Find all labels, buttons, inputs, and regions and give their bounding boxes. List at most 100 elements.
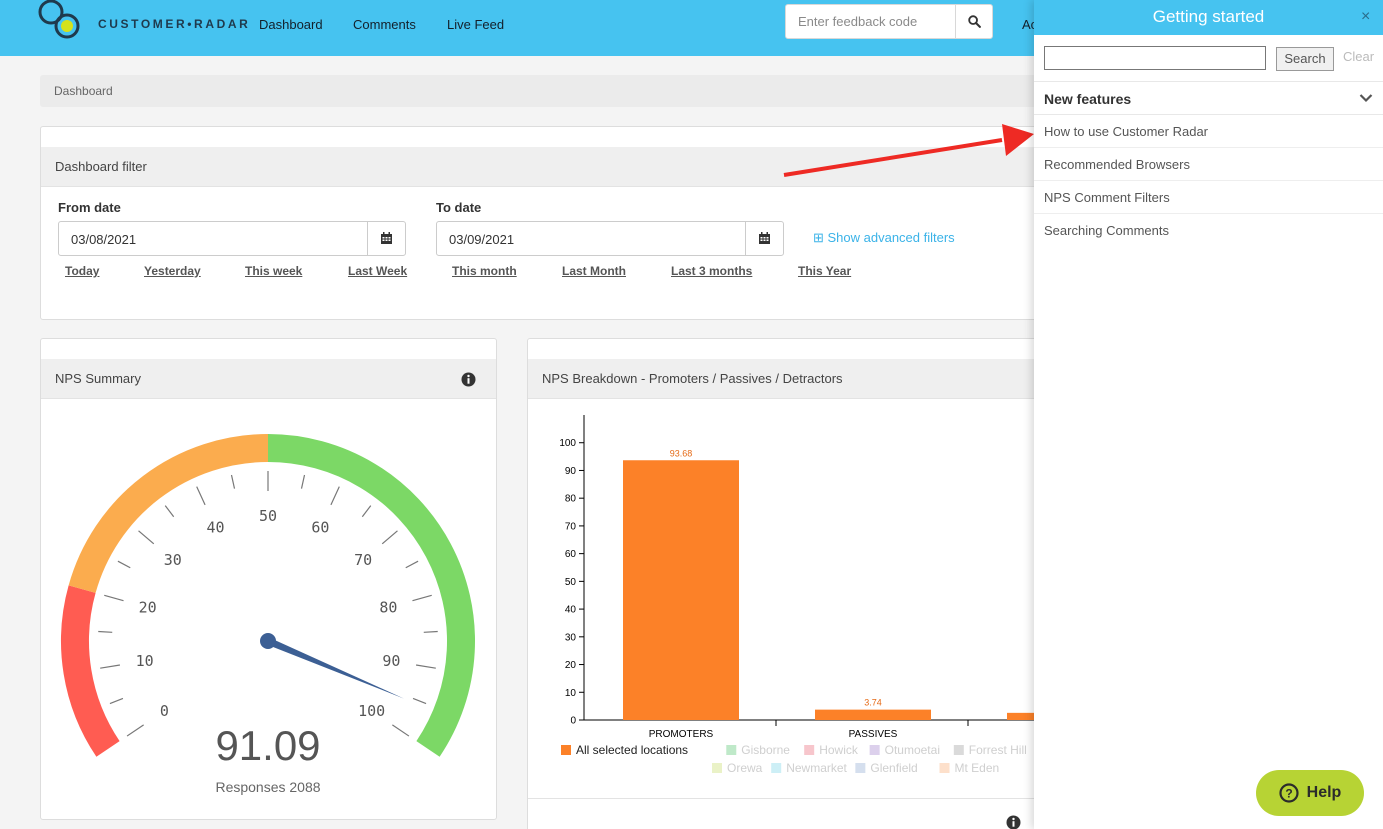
- legend-label: Glenfield: [870, 761, 917, 775]
- legend-label: Howick: [819, 743, 859, 757]
- gauge-tick: [164, 505, 175, 518]
- side-item-label: How to use Customer Radar: [1044, 124, 1209, 139]
- gauge-tick-label: 60: [311, 519, 329, 537]
- legend-swatch: [953, 745, 964, 755]
- gauge-tick-label: 70: [354, 551, 372, 569]
- y-tick-label: 70: [565, 521, 577, 532]
- panel-divider: [528, 798, 1046, 799]
- nps-breakdown-title: NPS Breakdown - Promoters / Passives / D…: [542, 371, 843, 386]
- y-tick-label: 80: [565, 494, 577, 505]
- side-item-searching-comments[interactable]: Searching Comments: [1034, 214, 1383, 247]
- y-tick-label: 60: [565, 549, 577, 560]
- getting-started-header: Getting started ×: [1034, 0, 1383, 35]
- from-date-label: From date: [58, 200, 121, 215]
- gauge-tick-label: 100: [358, 702, 385, 720]
- legend-swatch: [712, 763, 722, 773]
- y-tick-label: 100: [559, 438, 576, 449]
- gauge-tick: [117, 560, 131, 569]
- to-date-calendar-button[interactable]: [745, 222, 783, 255]
- legend-swatch: [561, 745, 571, 755]
- gauge-tick: [300, 474, 306, 489]
- customer-radar-logo-icon[interactable]: [38, 0, 238, 48]
- new-features-section[interactable]: New features: [1034, 81, 1383, 115]
- gauge-tick: [392, 724, 410, 737]
- gauge-tick: [138, 530, 155, 545]
- side-item-label: NPS Comment Filters: [1044, 190, 1170, 205]
- bar-promoters: [623, 460, 739, 720]
- gauge-tick-label: 20: [139, 598, 157, 616]
- from-date-value: 03/08/2021: [71, 232, 137, 247]
- info-icon[interactable]: [1006, 815, 1021, 829]
- getting-started-search-button[interactable]: Search: [1276, 47, 1334, 71]
- bar-value-label: 93.68: [670, 448, 693, 458]
- bar-value-label: 3.74: [864, 698, 882, 708]
- close-icon[interactable]: ×: [1361, 8, 1371, 25]
- quick-link-this-year[interactable]: This Year: [798, 264, 852, 278]
- show-advanced-filters-link[interactable]: ⊞ Show advanced filters: [813, 230, 955, 245]
- gauge-tick: [330, 486, 340, 506]
- gauge-tick: [196, 486, 206, 506]
- nav-dashboard-link[interactable]: Dashboard: [259, 17, 323, 32]
- gauge-tick-label: 50: [259, 507, 277, 525]
- from-date-calendar-button[interactable]: [367, 222, 405, 255]
- svg-text:?: ?: [1285, 787, 1292, 801]
- to-date-value: 03/09/2021: [449, 232, 515, 247]
- gauge-tick-label: 30: [164, 551, 182, 569]
- getting-started-panel: Getting started × Search Clear New featu…: [1034, 0, 1383, 829]
- feedback-code-input[interactable]: [786, 5, 956, 38]
- nav-live-feed-link[interactable]: Live Feed: [447, 17, 505, 32]
- legend-label: Forrest Hill: [969, 743, 1027, 757]
- side-item-label: Recommended Browsers: [1044, 157, 1190, 172]
- side-item-how-to-use[interactable]: How to use Customer Radar: [1034, 115, 1383, 148]
- gauge-band-green: [267, 434, 475, 757]
- nps-summary-title: NPS Summary: [55, 371, 141, 386]
- to-date-input[interactable]: 03/09/2021: [436, 221, 784, 256]
- legend-label: Gisborne: [741, 743, 790, 757]
- gauge-tick-label: 90: [382, 652, 400, 670]
- gauge-tick: [423, 630, 438, 633]
- getting-started-clear-button[interactable]: Clear: [1343, 49, 1375, 64]
- gauge-tick: [405, 560, 419, 569]
- logo-text: CUSTOMER•RADAR: [98, 17, 251, 31]
- nps-score-value: 91.09: [215, 722, 321, 769]
- quick-link-last-month[interactable]: Last Month: [562, 264, 626, 278]
- quick-link-today[interactable]: Today: [65, 264, 100, 278]
- gauge-band-orange: [68, 434, 269, 594]
- gauge-tick: [126, 724, 144, 737]
- nav-account-link[interactable]: Ac: [1022, 17, 1038, 32]
- side-item-recommended-browsers[interactable]: Recommended Browsers: [1034, 148, 1383, 181]
- nps-summary-header: NPS Summary: [41, 359, 496, 399]
- getting-started-search-input[interactable]: [1044, 46, 1266, 70]
- legend-label: All selected locations: [576, 743, 688, 757]
- quick-link-last-3-months[interactable]: Last 3 months: [671, 264, 753, 278]
- y-tick-label: 0: [570, 716, 576, 727]
- breadcrumb-dashboard[interactable]: Dashboard: [54, 84, 113, 98]
- nps-gauge-chart: 0 10 20 30 40 50 60 70 80 90 100: [61, 434, 475, 757]
- quick-link-yesterday[interactable]: Yesterday: [144, 264, 201, 278]
- quick-link-last-week[interactable]: Last Week: [348, 264, 408, 278]
- legend-label: Otumoetai: [885, 743, 940, 757]
- feedback-search-button[interactable]: [955, 5, 992, 38]
- gauge-tick: [104, 594, 124, 602]
- quick-link-this-week[interactable]: This week: [245, 264, 303, 278]
- gauge-tick: [381, 530, 398, 545]
- quick-link-this-month[interactable]: This month: [452, 264, 517, 278]
- y-tick-label: 30: [565, 632, 577, 643]
- new-features-title: New features: [1044, 91, 1132, 107]
- gauge-band-red: [61, 585, 120, 757]
- nav-comments-link[interactable]: Comments: [353, 17, 416, 32]
- help-button[interactable]: ? Help: [1256, 770, 1364, 816]
- nps-responses-count: Responses 2088: [215, 779, 321, 795]
- gauge-tick: [361, 505, 372, 518]
- calendar-icon: [759, 232, 770, 244]
- from-date-input[interactable]: 03/08/2021: [58, 221, 406, 256]
- annotation-arrow-icon: [783, 124, 1034, 177]
- side-item-nps-comment-filters[interactable]: NPS Comment Filters: [1034, 181, 1383, 214]
- x-tick-label: PROMOTERS: [649, 729, 714, 740]
- y-tick-label: 50: [565, 577, 577, 588]
- info-icon[interactable]: [461, 372, 476, 387]
- gauge-tick: [98, 630, 113, 633]
- legend-label: Newmarket: [786, 761, 847, 775]
- gauge-tick: [412, 594, 432, 602]
- gauge-tick: [109, 697, 124, 705]
